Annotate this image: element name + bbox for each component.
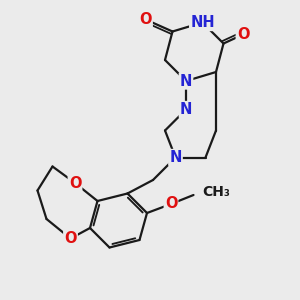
- Text: N: N: [180, 102, 192, 117]
- Text: NH: NH: [190, 15, 215, 30]
- Text: CH₃: CH₃: [202, 185, 230, 199]
- Text: O: O: [165, 196, 177, 211]
- Text: O: O: [139, 12, 152, 27]
- Text: N: N: [169, 150, 182, 165]
- Text: N: N: [180, 74, 192, 88]
- Text: O: O: [237, 27, 249, 42]
- Text: O: O: [69, 176, 81, 190]
- Text: O: O: [64, 231, 77, 246]
